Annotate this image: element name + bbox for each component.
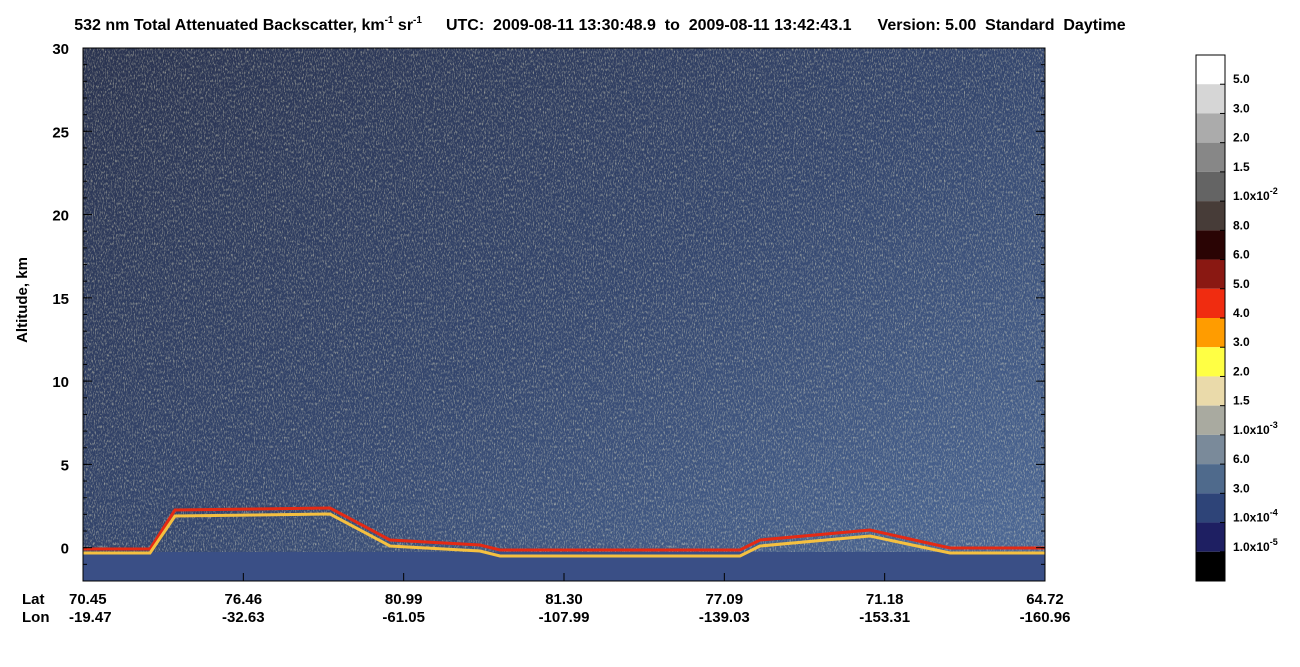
x-tick-label: 71.18 — [866, 591, 904, 608]
colorbar-swatch — [1196, 522, 1225, 552]
x-tick-label: -160.96 — [1020, 609, 1071, 626]
colorbar-label-text: 2.0 — [1233, 364, 1250, 378]
y-axis-label: Altitude, km — [14, 257, 31, 343]
colorbar-swatch — [1196, 142, 1225, 172]
colorbar-label-text: 3.0 — [1233, 481, 1250, 495]
colorbar-label-text: 6.0 — [1233, 248, 1250, 262]
title-unit: sr — [393, 17, 413, 34]
x-tick-label: -32.63 — [222, 609, 265, 626]
colorbar-swatch — [1196, 288, 1225, 318]
colorbar-label-text: 4.0 — [1233, 306, 1250, 320]
x-tick-label: -61.05 — [382, 609, 425, 626]
x-tick-label: 81.30 — [545, 591, 583, 608]
colorbar-label-text: 1.0x10 — [1233, 540, 1270, 554]
colorbar-label-text: 1.0x10 — [1233, 423, 1270, 437]
colorbar-label-exp: -5 — [1270, 537, 1278, 547]
x-tick-label: 80.99 — [385, 591, 423, 608]
colorbar-label: 3.0 — [1233, 335, 1250, 349]
colorbar-label: 2.0 — [1233, 364, 1250, 378]
colorbar-label: 6.0 — [1233, 452, 1250, 466]
y-tick-label: 10 — [52, 374, 69, 391]
colorbar-label: 1.0x10-2 — [1233, 186, 1278, 203]
colorbar-label: 5.0 — [1233, 72, 1250, 86]
colorbar-label-exp: -4 — [1270, 508, 1278, 518]
x-tick-label: -153.31 — [859, 609, 910, 626]
colorbar-label: 2.0 — [1233, 131, 1250, 145]
colorbar-label-text: 5.0 — [1233, 277, 1250, 291]
x-row-name: Lon — [22, 609, 50, 626]
colorbar-label-text: 6.0 — [1233, 452, 1250, 466]
colorbar-label: 8.0 — [1233, 218, 1250, 232]
colorbar-label: 1.0x10-5 — [1233, 537, 1278, 554]
x-row-name: Lat — [22, 591, 45, 608]
colorbar-label: 1.5 — [1233, 160, 1250, 174]
colorbar-label-text: 8.0 — [1233, 218, 1250, 232]
y-tick-label: 15 — [52, 291, 69, 308]
colorbar-swatch — [1196, 493, 1225, 523]
colorbar-label-text: 1.5 — [1233, 394, 1250, 408]
colorbar-swatch — [1196, 113, 1225, 143]
x-tick-label: 76.46 — [225, 591, 263, 608]
colorbar-swatch — [1196, 201, 1225, 231]
colorbar-label-text: 3.0 — [1233, 335, 1250, 349]
colorbar-label: 5.0 — [1233, 277, 1250, 291]
y-tick-label: 20 — [52, 208, 69, 225]
colorbar-swatch — [1196, 84, 1225, 114]
colorbar-label: 3.0 — [1233, 101, 1250, 115]
title-exp: -1 — [413, 15, 422, 26]
x-tick-label: -107.99 — [539, 609, 590, 626]
colorbar-label-text: 2.0 — [1233, 131, 1250, 145]
colorbar-swatch — [1196, 171, 1225, 202]
x-tick-label: -139.03 — [699, 609, 750, 626]
colorbar-swatch — [1196, 318, 1225, 348]
y-tick-label: 5 — [61, 457, 69, 474]
colorbar-label-text: 1.0x10 — [1233, 511, 1270, 525]
colorbar-swatch — [1196, 551, 1225, 581]
colorbar-swatch — [1196, 259, 1225, 289]
x-tick-label: 70.45 — [69, 591, 107, 608]
title-text: 532 nm Total Attenuated Backscatter, km — [74, 17, 384, 34]
time-range: UTC: 2009-08-11 13:30:48.9 to 2009-08-11… — [446, 17, 852, 34]
colorbar-swatch — [1196, 464, 1225, 494]
colorbar-label-text: 5.0 — [1233, 72, 1250, 86]
x-tick-label: 64.72 — [1026, 591, 1064, 608]
y-tick-label: 25 — [52, 124, 69, 141]
chart-title: 532 nm Total Attenuated Backscatter, km-… — [52, 15, 1139, 34]
colorbar-label-exp: -3 — [1270, 420, 1278, 430]
colorbar-label-exp: -2 — [1270, 186, 1278, 196]
colorbar-label: 1.0x10-3 — [1233, 420, 1278, 437]
y-tick-label: 30 — [52, 41, 69, 58]
colorbar-label: 1.0x10-4 — [1233, 508, 1278, 525]
colorbar-label: 4.0 — [1233, 306, 1250, 320]
colorbar-swatch — [1196, 230, 1225, 260]
backscatter-image — [83, 48, 1045, 581]
colorbar-label: 1.5 — [1233, 394, 1250, 408]
x-tick-label: -19.47 — [69, 609, 112, 626]
colorbar-swatch — [1196, 405, 1225, 435]
colorbar-swatch — [1196, 434, 1225, 465]
colorbar-swatch — [1196, 55, 1225, 85]
colorbar-label: 3.0 — [1233, 481, 1250, 495]
colorbar-swatch — [1196, 347, 1225, 377]
y-tick-label: 0 — [61, 541, 69, 558]
x-tick-label: 77.09 — [706, 591, 744, 608]
colorbar-swatch — [1196, 376, 1225, 406]
colorbar-label-text: 1.0x10 — [1233, 189, 1270, 203]
colorbar-label-text: 1.5 — [1233, 160, 1250, 174]
title-exp: -1 — [385, 15, 394, 26]
colorbar-label: 6.0 — [1233, 248, 1250, 262]
version: Version: 5.00 Standard Daytime — [878, 17, 1126, 34]
colorbar-label-text: 3.0 — [1233, 101, 1250, 115]
